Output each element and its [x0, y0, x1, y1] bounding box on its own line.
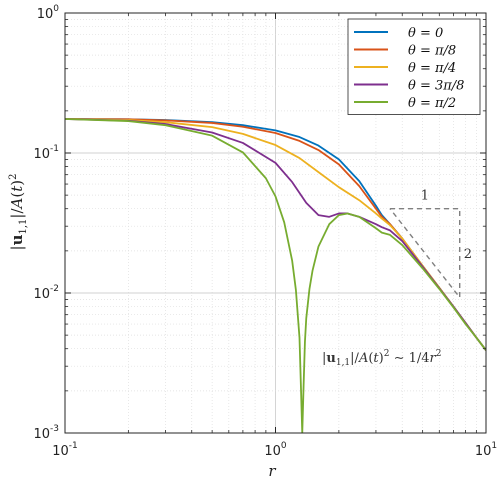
- data-curves: [65, 118, 486, 433]
- legend-label-5: θ = π/2: [408, 96, 456, 111]
- svg-text:|u1,1|/A(t)2: |u1,1|/A(t)2: [8, 174, 29, 251]
- y-tick-label: 100: [37, 4, 60, 22]
- legend: θ = 0 θ = π/8 θ = π/4 θ = 3π/8 θ = π/2: [347, 18, 481, 115]
- slope-horizontal-label: 1: [421, 189, 429, 204]
- x-axis-label: r: [268, 462, 276, 480]
- series-line-5: [65, 118, 486, 433]
- y-tick-label: 10-1: [33, 144, 59, 162]
- x-tick-label: 101: [475, 441, 497, 459]
- x-tick-label: 10-1: [52, 441, 78, 459]
- axis-ticks: [64, 13, 486, 434]
- y-tick-label: 10-3: [33, 424, 59, 442]
- legend-label-3: θ = π/4: [408, 61, 456, 76]
- legend-label-4: θ = 3π/8: [408, 79, 464, 94]
- y-axis-label: |u1,1|/A(t)2: [8, 174, 29, 251]
- tick-labels: 10-1 100 101 100 10-1 10-2 10-3: [33, 4, 497, 459]
- x-tick-label: 100: [264, 441, 287, 459]
- slope-triangle: 12: [389, 189, 472, 300]
- legend-label-2: θ = π/8: [408, 44, 456, 59]
- svg-text:|u1,1|/A(t)2 ∼ 1/4r2: |u1,1|/A(t)2 ∼ 1/4r2: [322, 349, 442, 368]
- y-tick-label: 10-2: [33, 284, 59, 302]
- slope-vertical-label: 2: [464, 247, 472, 262]
- asymptote-annotation: |u1,1|/A(t)2 ∼ 1/4r2: [322, 349, 442, 368]
- legend-label-1: θ = 0: [408, 26, 443, 41]
